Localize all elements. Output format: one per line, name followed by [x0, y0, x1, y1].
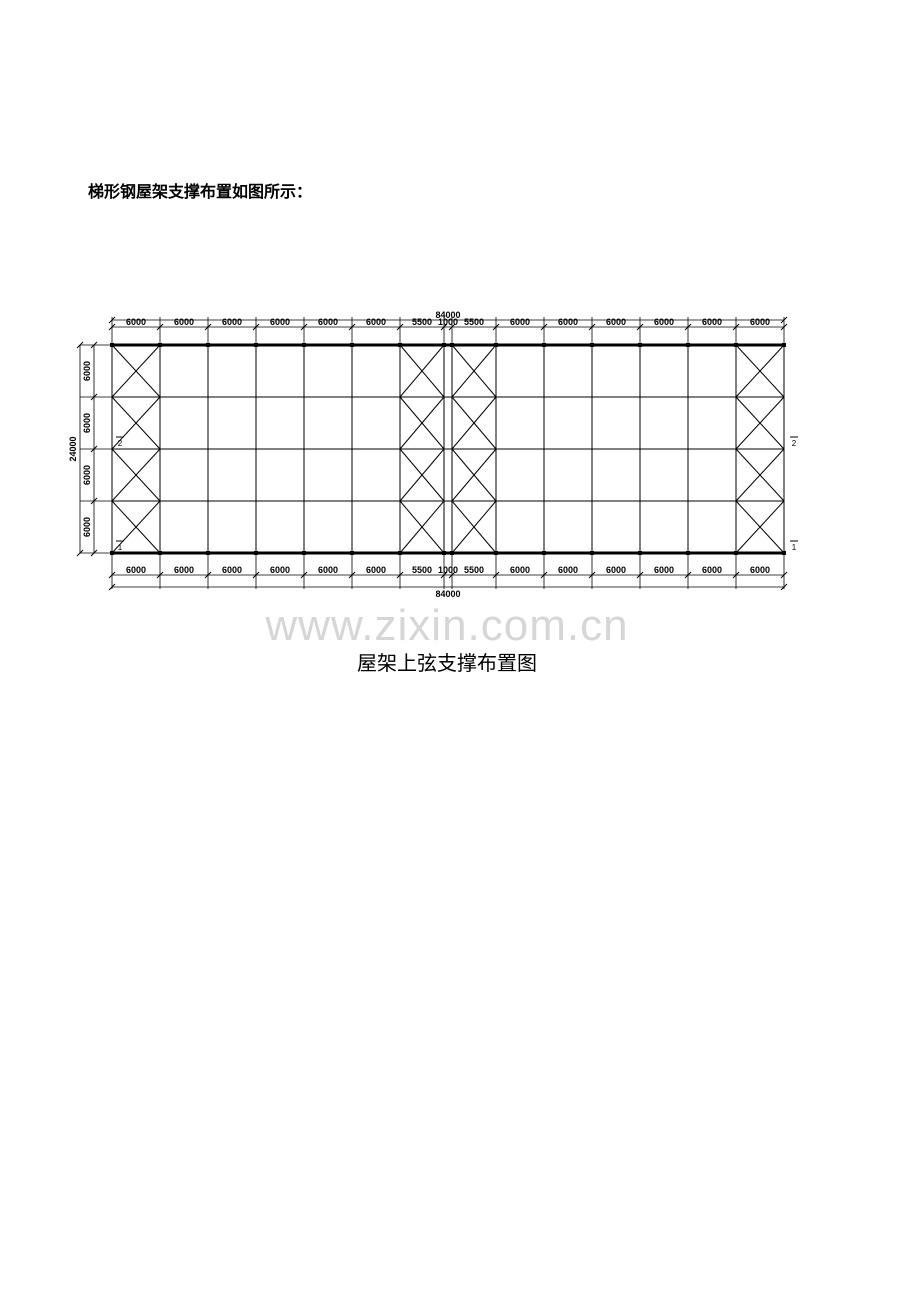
label: 6000 [82, 413, 92, 433]
label: 6000 [174, 565, 194, 575]
page-header: 梯形钢屋架支撑布置如图所示： [88, 178, 312, 202]
label: 6000 [750, 317, 770, 327]
label: 6000 [82, 361, 92, 381]
label: 6000 [558, 565, 578, 575]
axis-label: 1 [792, 543, 797, 552]
label: 6000 [702, 317, 722, 327]
label: 6000 [318, 317, 338, 327]
label: 6000 [558, 317, 578, 327]
label: 6000 [366, 317, 386, 327]
axis-label: 2 [118, 439, 123, 448]
label: 6000 [126, 565, 146, 575]
label: 6000 [750, 565, 770, 575]
label: 6000 [702, 565, 722, 575]
label: 84000 [435, 589, 460, 599]
label: 5500 [412, 317, 432, 327]
label: 1000 [438, 565, 458, 575]
label: 6000 [174, 317, 194, 327]
label: 6000 [654, 565, 674, 575]
label: 6000 [654, 317, 674, 327]
label: 24000 [68, 436, 78, 461]
label: 6000 [510, 317, 530, 327]
label: 6000 [606, 317, 626, 327]
label: 5500 [464, 565, 484, 575]
label: 6000 [82, 517, 92, 537]
label: 6000 [606, 565, 626, 575]
label: 6000 [270, 317, 290, 327]
label: 6000 [318, 565, 338, 575]
label: 6000 [222, 317, 242, 327]
label: 6000 [510, 565, 530, 575]
drawing-title: 屋架上弦支撑布置图 [357, 652, 537, 675]
plan-drawing: www.zixin.com.cn 84000 6000 6000 6000 6000 600… [52, 275, 842, 695]
label: 5500 [412, 565, 432, 575]
label: 5500 [464, 317, 484, 327]
axis-label: 2 [792, 439, 797, 448]
label: 6000 [82, 465, 92, 485]
axis-label: 1 [118, 543, 123, 552]
label: 1000 [438, 317, 458, 327]
drawing-container: www.zixin.com.cn840006000600060006000600… [52, 275, 842, 645]
label: 6000 [366, 565, 386, 575]
label: 6000 [270, 565, 290, 575]
label: 6000 [126, 317, 146, 327]
label: 6000 [222, 565, 242, 575]
watermark: www.zixin.com.cn [264, 601, 628, 650]
